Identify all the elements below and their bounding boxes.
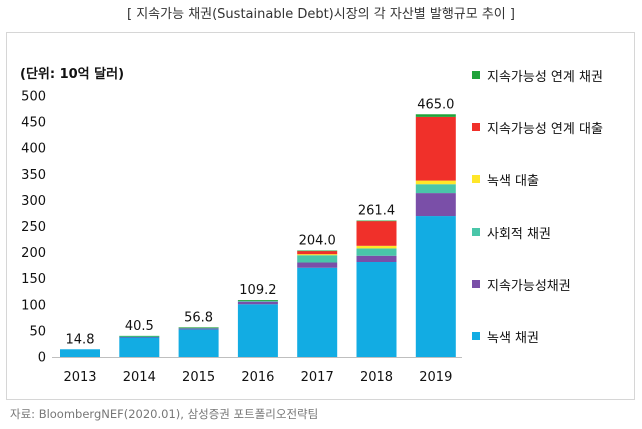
bar-segment — [119, 335, 160, 337]
bar-segment — [297, 251, 338, 255]
bar-segment — [297, 250, 338, 252]
legend-label: 지속가능성 연계 대출 — [487, 122, 603, 138]
total-label: 261.4 — [358, 204, 395, 219]
bar-segment — [356, 261, 397, 357]
total-label: 40.5 — [125, 319, 154, 334]
bar-segment — [415, 216, 456, 357]
legend-item: 지속가능성채권 — [472, 275, 637, 327]
legend-item: 지속가능성 연계 채권 — [472, 66, 637, 118]
legend-swatch — [472, 123, 480, 132]
x-tick-label: 2013 — [63, 370, 96, 385]
y-tick-label: 500 — [21, 90, 46, 105]
x-tick-label: 2017 — [301, 370, 334, 385]
page-title: [ 지속가능 채권(Sustainable Debt)시장의 각 자산별 발행규… — [127, 7, 515, 22]
legend-label: 지속가능성 연계 채권 — [487, 70, 603, 85]
legend-label: 지속가능성채권 — [487, 278, 571, 294]
y-axis: 0 50 100 150 200 250 300 350 400 450 500 — [21, 90, 46, 366]
bar-segment — [356, 245, 397, 249]
legend-swatch — [472, 227, 480, 236]
source-note: 자료: BloombergNEF(2020.01), 삼성증권 포트폴리오전략팀 — [10, 407, 319, 421]
y-tick-label: 150 — [21, 272, 46, 287]
x-tick-label: 2019 — [419, 370, 452, 385]
x-tick-label: 2018 — [360, 370, 393, 385]
legend-item: 녹색 대출 — [472, 170, 637, 222]
y-tick-label: 350 — [21, 168, 46, 183]
bar-segment — [178, 327, 219, 328]
bar-segment — [237, 299, 278, 301]
y-tick-label: 100 — [21, 298, 46, 313]
bar-segment — [119, 336, 160, 338]
legend-item: 녹색 채권 — [472, 327, 637, 379]
bar-segment — [178, 329, 219, 357]
y-tick-label: 50 — [29, 324, 46, 339]
total-labels: 14.8 40.5 56.8 109.2 204.0 261.4 465.0 — [66, 97, 455, 347]
y-tick-label: 300 — [21, 194, 46, 209]
bar-segment — [356, 255, 397, 262]
y-tick-label: 200 — [21, 246, 46, 261]
bar-segment — [297, 267, 338, 357]
legend-swatch — [472, 331, 480, 340]
legend-swatch — [472, 175, 480, 184]
bar-segment — [60, 349, 100, 357]
bars — [60, 114, 456, 357]
bar-segment — [178, 327, 219, 329]
bar-segment — [119, 336, 160, 337]
x-tick-label: 2016 — [241, 370, 274, 385]
total-label: 204.0 — [299, 234, 336, 249]
unit-label: (단위: 10억 달러) — [20, 67, 125, 82]
bar-segment — [297, 254, 338, 256]
bar-segment — [415, 184, 456, 194]
bar-segment — [297, 262, 338, 268]
y-tick-label: 0 — [38, 351, 46, 366]
legend-label: 녹색 채권 — [487, 330, 539, 346]
legend-item: 지속가능성 연계 대출 — [472, 118, 637, 170]
y-tick-label: 450 — [21, 116, 46, 131]
bar-segment — [119, 337, 160, 357]
bar-segment — [237, 300, 278, 302]
legend-swatch — [472, 71, 480, 79]
bar-segment — [237, 304, 278, 357]
bar-segment — [237, 301, 278, 305]
bar-segment — [415, 193, 456, 217]
bar-segment — [415, 114, 456, 117]
bar-segment — [415, 116, 456, 181]
bar-segment — [178, 328, 219, 330]
x-tick-label: 2015 — [182, 370, 215, 385]
bar-segment — [356, 221, 397, 246]
y-tick-label: 250 — [21, 220, 46, 235]
total-label: 56.8 — [184, 310, 213, 325]
legend-item: 사회적 채권 — [472, 223, 637, 275]
x-tick-label: 2014 — [123, 370, 156, 385]
legend-label: 녹색 대출 — [487, 174, 539, 190]
bar-segment — [356, 220, 397, 222]
x-axis: 2013 2014 2015 2016 2017 2018 2019 — [52, 357, 462, 385]
bar-segment — [356, 248, 397, 256]
total-label: 465.0 — [417, 97, 454, 112]
legend-label: 사회적 채권 — [487, 226, 551, 242]
total-label: 109.2 — [239, 283, 276, 298]
bar-segment — [297, 255, 338, 263]
bar-segment — [415, 180, 456, 185]
total-label: 14.8 — [66, 332, 95, 347]
y-tick-label: 400 — [21, 142, 46, 157]
legend-swatch — [472, 279, 480, 288]
